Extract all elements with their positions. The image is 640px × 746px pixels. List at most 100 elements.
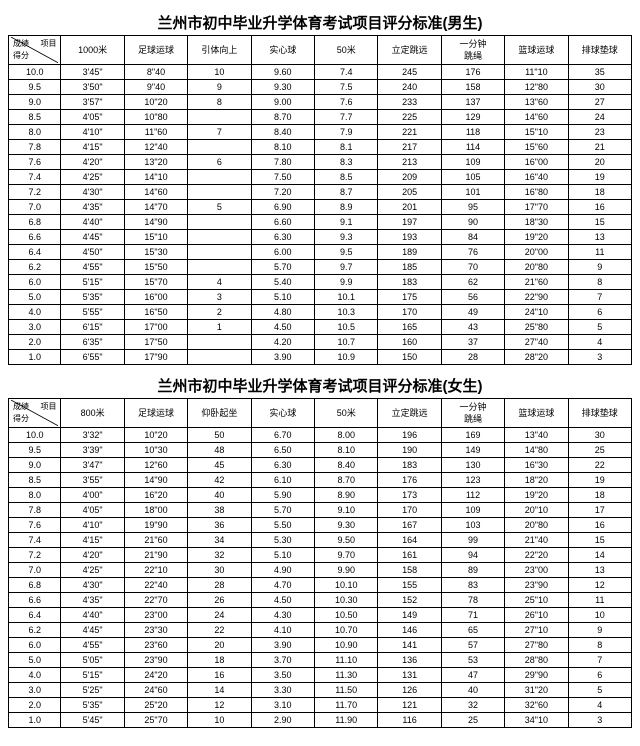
data-cell: 5'05": [61, 653, 124, 668]
data-cell: 4.80: [251, 305, 314, 320]
data-cell: 16: [568, 518, 631, 533]
col-header: 一分钟跳绳: [441, 36, 504, 65]
data-cell: 90: [441, 215, 504, 230]
score-cell: 3.0: [9, 320, 61, 335]
data-cell: [188, 335, 251, 350]
data-cell: [188, 260, 251, 275]
data-cell: 6.70: [251, 428, 314, 443]
data-cell: [188, 110, 251, 125]
data-cell: 4'30": [61, 185, 124, 200]
data-cell: 158: [378, 563, 441, 578]
data-cell: 5: [568, 683, 631, 698]
data-cell: 8: [568, 638, 631, 653]
data-cell: 4'50": [61, 245, 124, 260]
data-cell: 4'00": [61, 488, 124, 503]
data-cell: 45: [188, 458, 251, 473]
data-cell: 20"10: [505, 503, 568, 518]
data-cell: 24"20: [124, 668, 187, 683]
data-cell: 4'25": [61, 170, 124, 185]
data-cell: 4: [568, 335, 631, 350]
table-row: 7.24'30"14"607.208.720510116"8018: [9, 185, 632, 200]
col-header: 引体向上: [188, 36, 251, 65]
data-cell: 5.90: [251, 488, 314, 503]
score-cell: 6.4: [9, 245, 61, 260]
table-row: 6.05'15"15"7045.409.91836221"608: [9, 275, 632, 290]
data-cell: 22"70: [124, 593, 187, 608]
diag-header: 项目成绩得分: [9, 399, 61, 428]
data-cell: 6'35": [61, 335, 124, 350]
data-cell: 19"20: [505, 488, 568, 503]
data-cell: 10: [188, 65, 251, 80]
data-cell: 233: [378, 95, 441, 110]
table-row: 9.03'57"10"2089.007.623313713"6027: [9, 95, 632, 110]
data-cell: 38: [188, 503, 251, 518]
data-cell: 15"10: [124, 230, 187, 245]
data-cell: 4'40": [61, 215, 124, 230]
data-cell: 213: [378, 155, 441, 170]
table-row: 7.64'20"13"2067.808.321310916"0020: [9, 155, 632, 170]
data-cell: 12: [568, 578, 631, 593]
data-cell: 173: [378, 488, 441, 503]
table-row: 2.06'35"17"504.2010.71603727"404: [9, 335, 632, 350]
col-header: 篮球运球: [505, 399, 568, 428]
data-cell: 10"80: [124, 110, 187, 125]
table-row: 10.03'32"10"20506.708.0019616913"4030: [9, 428, 632, 443]
data-cell: 7.6: [315, 95, 378, 110]
data-cell: 4'35": [61, 593, 124, 608]
data-cell: 152: [378, 593, 441, 608]
score-cell: 1.0: [9, 713, 61, 728]
data-cell: 28"20: [505, 350, 568, 365]
data-cell: 43: [441, 320, 504, 335]
data-cell: 105: [441, 170, 504, 185]
data-cell: 4'45": [61, 230, 124, 245]
data-cell: 5.10: [251, 290, 314, 305]
data-cell: 8.70: [315, 473, 378, 488]
table-row: 5.05'05"23"90183.7011.101365328"807: [9, 653, 632, 668]
table-row: 7.44'25"14"107.508.520910516"4019: [9, 170, 632, 185]
score-cell: 6.2: [9, 260, 61, 275]
data-cell: 3: [568, 713, 631, 728]
data-cell: 4'10": [61, 518, 124, 533]
data-cell: 32: [441, 698, 504, 713]
data-cell: 9.9: [315, 275, 378, 290]
data-cell: 8.5: [315, 170, 378, 185]
score-cell: 7.6: [9, 518, 61, 533]
data-cell: 183: [378, 275, 441, 290]
data-cell: 35: [568, 65, 631, 80]
data-cell: 15"50: [124, 260, 187, 275]
data-cell: 40: [188, 488, 251, 503]
data-cell: 9.10: [315, 503, 378, 518]
data-cell: 14"60: [124, 185, 187, 200]
score-cell: 5.0: [9, 653, 61, 668]
data-cell: 53: [441, 653, 504, 668]
data-cell: 8.9: [315, 200, 378, 215]
data-cell: [188, 245, 251, 260]
data-cell: 160: [378, 335, 441, 350]
data-cell: 150: [378, 350, 441, 365]
data-cell: 5'15": [61, 668, 124, 683]
table-row: 2.05'35"25"20123.1011.701213232"604: [9, 698, 632, 713]
diag-top: 项目: [40, 38, 56, 50]
col-header: 800米: [61, 399, 124, 428]
data-cell: 8.70: [251, 110, 314, 125]
data-cell: 21: [568, 140, 631, 155]
table-row: 6.24'45"23"30224.1010.701466527"109: [9, 623, 632, 638]
table-row: 6.64'45"15"106.309.31938419"2013: [9, 230, 632, 245]
data-cell: 6: [188, 155, 251, 170]
data-cell: 3.10: [251, 698, 314, 713]
data-cell: 16"30: [505, 458, 568, 473]
data-cell: 7.5: [315, 80, 378, 95]
data-cell: 11.70: [315, 698, 378, 713]
diag-bot: 成绩得分: [13, 38, 29, 62]
data-cell: 10: [188, 713, 251, 728]
data-cell: 221: [378, 125, 441, 140]
data-cell: 225: [378, 110, 441, 125]
data-cell: 141: [378, 638, 441, 653]
data-cell: 190: [378, 443, 441, 458]
data-cell: 11: [568, 245, 631, 260]
data-cell: 11.30: [315, 668, 378, 683]
data-cell: 165: [378, 320, 441, 335]
data-cell: 18"00: [124, 503, 187, 518]
col-header: 排球垫球: [568, 36, 631, 65]
data-cell: 130: [441, 458, 504, 473]
